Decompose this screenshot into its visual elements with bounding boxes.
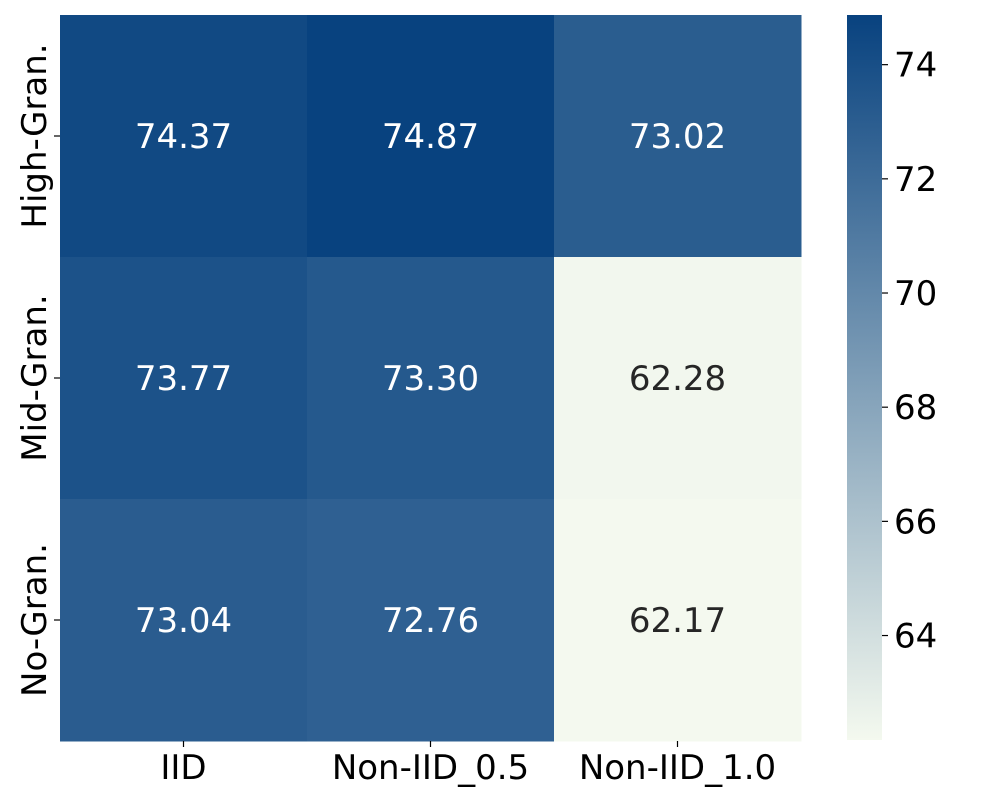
x-axis: IID Non-IID_0.5 Non-IID_1.0 [160,741,776,788]
colorbar-tick-label: 68 [894,388,937,428]
heatmap-cell-r0-c2 [554,15,802,258]
heatmap-cell-r2-c0 [60,499,308,742]
x-tick-label: IID [160,748,206,788]
cell-value-label: 62.28 [629,359,726,399]
heatmap-cells [60,15,802,742]
cell-value-label: 73.02 [629,117,726,157]
heatmap-cell-r0-c1 [307,15,555,258]
colorbar-tick-label: 72 [894,160,937,200]
cell-value-label: 74.37 [135,117,232,157]
heatmap-cell-labels: 74.37 74.87 73.02 73.77 73.30 62.28 73.04 72.76… [135,117,726,641]
x-tick-label: Non-IID_0.5 [332,748,529,788]
cell-value-label: 73.04 [135,601,232,641]
cell-value-label: 72.76 [382,601,479,641]
cell-value-label: 62.17 [629,601,726,641]
colorbar-tick-label: 66 [894,502,937,542]
colorbar-gradient [847,15,882,740]
colorbar: 64 66 68 70 72 74 [847,15,937,740]
colorbar-ticks: 64 66 68 70 72 74 [882,46,937,657]
x-tick-label: Non-IID_1.0 [579,748,776,788]
cell-value-label: 73.30 [382,359,479,399]
y-axis: High-Gran. Mid-Gran. No-Gran. [15,43,60,697]
heatmap-cell-r1-c1 [307,257,555,500]
heatmap-cell-r0-c0 [60,15,308,258]
y-tick-label: High-Gran. [15,43,55,228]
colorbar-tick-label: 74 [894,46,937,86]
colorbar-tick-label: 64 [894,617,937,657]
y-tick-label: Mid-Gran. [15,294,55,461]
heatmap-cell-r1-c0 [60,257,308,500]
colorbar-tick-label: 70 [894,274,937,314]
heatmap-cell-r2-c2 [554,499,802,742]
y-tick-label: No-Gran. [15,543,55,697]
heatmap-cell-r2-c1 [307,499,555,742]
cell-value-label: 74.87 [382,117,479,157]
cell-value-label: 73.77 [135,359,232,399]
heatmap-cell-r1-c2 [554,257,802,500]
